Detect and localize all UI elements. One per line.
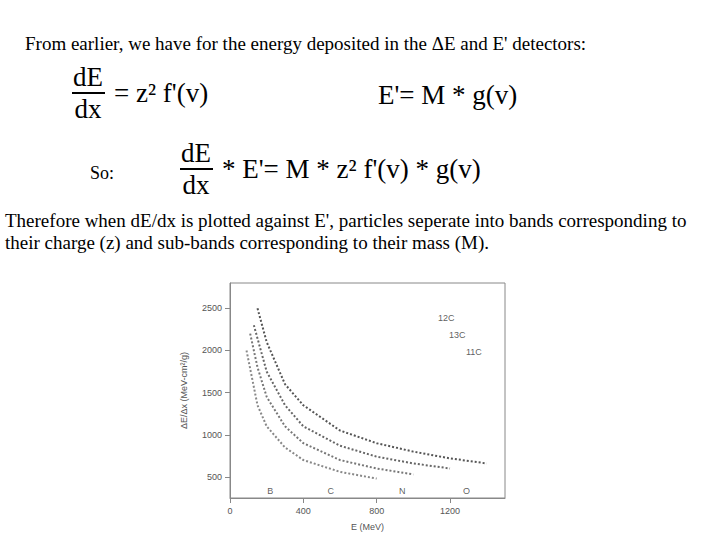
svg-text:N: N — [399, 486, 406, 496]
svg-text:0: 0 — [227, 506, 232, 516]
svg-text:400: 400 — [296, 506, 311, 516]
svg-text:11C: 11C — [466, 347, 482, 357]
html-text:dx: dx — [74, 94, 102, 124]
html-text:E'= M * g(v): E'= M * g(v) — [378, 80, 518, 110]
html-text:dE: dE — [181, 138, 211, 168]
svg-text:C: C — [328, 486, 335, 496]
svg-text:500: 500 — [207, 472, 222, 482]
svg-text:800: 800 — [369, 506, 384, 516]
svg-text:1500: 1500 — [202, 388, 222, 398]
svg-text:2000: 2000 — [202, 345, 222, 355]
svg-text:1200: 1200 — [440, 506, 460, 516]
html-text:= z² f'(v): = z² f'(v) — [114, 77, 209, 108]
html-text:* E'= M * z² f'(v) * g(v): * E'= M * z² f'(v) * g(v) — [222, 153, 481, 184]
html-text:dE: dE — [73, 62, 103, 92]
html-text:So:: So: — [90, 163, 114, 183]
svg-text:12C: 12C — [438, 313, 455, 323]
svg-text:E (MeV): E (MeV) — [351, 522, 384, 532]
html-text:Therefore when dE/dx is plotte: Therefore when dE/dx is plotted against … — [5, 210, 687, 253]
html-text:From earlier, we have for the: From earlier, we have for the energy dep… — [25, 33, 587, 54]
svg-text:13C: 13C — [449, 330, 466, 340]
svg-text:ΔE/Δx (MeV-cm²/g): ΔE/Δx (MeV-cm²/g) — [179, 352, 189, 429]
svg-text:B: B — [267, 486, 273, 496]
svg-text:2500: 2500 — [202, 303, 222, 313]
svg-text:1000: 1000 — [202, 430, 222, 440]
svg-text:O: O — [463, 486, 470, 496]
html-text:dx: dx — [182, 170, 210, 200]
